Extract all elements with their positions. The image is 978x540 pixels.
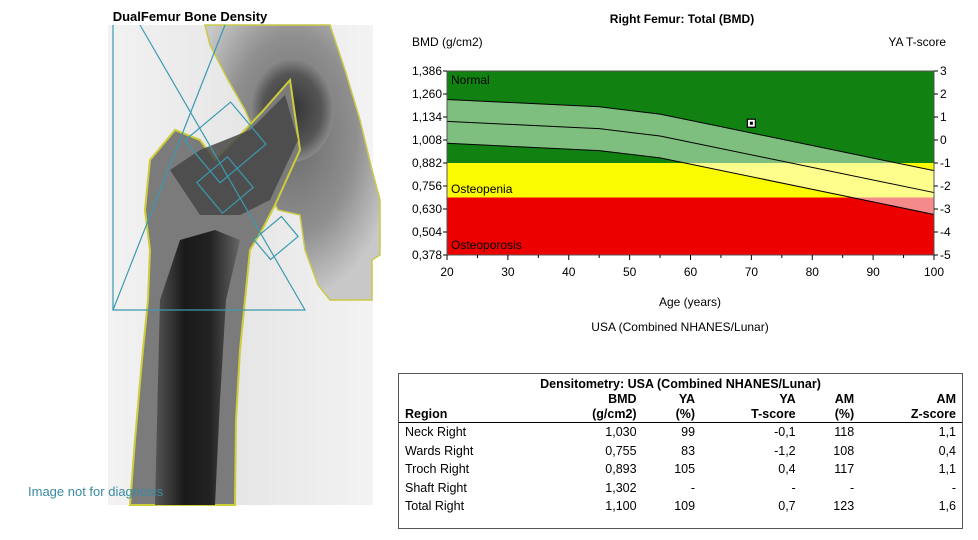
y2-tick-label: -2 xyxy=(940,179,951,193)
table-cell: 118 xyxy=(834,425,855,439)
x-tick-label: 50 xyxy=(623,265,637,279)
x-tick-label: 90 xyxy=(866,265,880,279)
table-cell: - xyxy=(690,480,696,495)
x-axis-label: Age (years) xyxy=(659,295,721,309)
femur-shaft xyxy=(155,230,240,505)
table-cell: -1,2 xyxy=(774,443,796,458)
table-cell: - xyxy=(849,480,855,495)
x-tick-label: 70 xyxy=(745,265,759,279)
table-row: Neck Right 1,030 99 -0,1 118 1,1 xyxy=(399,423,962,442)
reference-curve-1 xyxy=(446,120,935,194)
reference-curve-2 xyxy=(446,142,935,215)
y-tick-label: 0,882 xyxy=(412,156,442,170)
region-name: Wards Right xyxy=(405,443,474,458)
table-cell: - xyxy=(791,480,796,495)
table-cell: 0,4 xyxy=(938,443,956,458)
reference-band-osteopenia xyxy=(684,163,934,198)
reference-curve-0 xyxy=(446,98,935,172)
reference-band-normal xyxy=(447,99,897,163)
zone-osteoporosis xyxy=(447,197,934,255)
y-axis-label: BMD (g/cm2) xyxy=(412,35,483,49)
column-header: Z-score xyxy=(860,407,962,423)
y-tick-label: 0,756 xyxy=(412,179,442,193)
femur-scan-image xyxy=(0,0,400,535)
y-tick-label: 0,630 xyxy=(412,202,442,216)
column-header: BMD xyxy=(608,392,637,406)
y2-tick-label: 1 xyxy=(940,110,947,124)
table-row: Troch Right 0,893 105 0,4 117 1,1 xyxy=(399,460,962,479)
column-header: AM xyxy=(834,392,855,406)
column-header: T-score xyxy=(701,407,802,423)
x-tick-label: 40 xyxy=(562,265,576,279)
zone-osteoporosis-label: Osteoporosis xyxy=(451,238,522,252)
x-tick-label: 30 xyxy=(501,265,515,279)
region-name: Troch Right xyxy=(405,462,470,476)
y2-tick-label: 0 xyxy=(940,133,947,147)
x-tick-label: 60 xyxy=(684,265,698,279)
table-cell: 0,4 xyxy=(778,462,796,476)
y2-tick-label: -1 xyxy=(940,156,951,170)
region-name: Shaft Right xyxy=(405,480,467,495)
reference-population: USA (Combined NHANES/Lunar) xyxy=(591,320,768,334)
y2-tick-label: 3 xyxy=(940,64,947,78)
x-tick-label: 20 xyxy=(440,265,454,279)
table-cell: 109 xyxy=(674,499,696,513)
table-cell: 1,030 xyxy=(605,425,637,439)
table-cell: 1,1 xyxy=(938,425,956,439)
region-name: Neck Right xyxy=(405,425,467,439)
y-tick-label: 0,504 xyxy=(412,225,442,239)
table-cell: 0,755 xyxy=(605,443,637,458)
chart-title: Right Femur: Total (BMD) xyxy=(610,12,754,26)
x-tick-label: 100 xyxy=(924,265,944,279)
roi-overlay xyxy=(112,24,307,311)
table-cell: 99 xyxy=(681,425,696,439)
table-cell: 0,893 xyxy=(605,462,637,476)
y-tick-label: 1,008 xyxy=(412,133,442,147)
column-header: YA xyxy=(678,392,696,406)
y2-tick-label: -3 xyxy=(940,202,951,216)
table-row: Total Right 1,100 109 0,7 123 1,6 xyxy=(399,497,962,516)
column-header: Region xyxy=(399,407,543,423)
table-row: Wards Right 0,755 83 -1,2 108 0,4 xyxy=(399,442,962,461)
table-cell: 1,100 xyxy=(605,499,637,513)
x-tick-label: 80 xyxy=(806,265,820,279)
patient-marker-dot xyxy=(749,121,753,125)
table-cell: - xyxy=(951,480,956,495)
y2-tick-label: -4 xyxy=(940,225,951,239)
table-cell: 83 xyxy=(681,443,696,458)
scan-title: DualFemur Bone Density xyxy=(112,9,268,24)
y-tick-label: 0,378 xyxy=(412,248,442,262)
table-cell: 108 xyxy=(833,443,855,458)
table-caption: Densitometry: USA (Combined NHANES/Lunar… xyxy=(540,377,821,391)
column-header: (%) xyxy=(642,407,702,423)
femur-neck xyxy=(170,95,298,215)
bmd-reference-chart: Right Femur: Total (BMD) BMD (g/cm2) YA … xyxy=(412,12,951,334)
y2-tick-label: -5 xyxy=(940,248,951,262)
y-tick-label: 1,260 xyxy=(412,87,442,101)
region-name: Total Right xyxy=(405,499,465,513)
table-cell: -0,1 xyxy=(774,425,796,439)
table-cell: 123 xyxy=(833,499,855,513)
y2-axis-label: YA T-score xyxy=(888,35,946,49)
diagnosis-disclaimer: Image not for diagnosis xyxy=(28,484,164,499)
column-header: YA xyxy=(779,392,796,406)
column-header: (g/cm2) xyxy=(542,407,643,423)
y2-tick-label: 2 xyxy=(940,87,947,101)
table-cell: 117 xyxy=(834,462,855,476)
column-header: AM xyxy=(936,392,956,406)
column-header xyxy=(399,392,542,407)
table-row: Shaft Right 1,302 - - - - xyxy=(399,479,962,498)
y-tick-label: 1,386 xyxy=(412,64,442,78)
column-header: (%) xyxy=(801,407,861,423)
y-tick-label: 1,134 xyxy=(412,110,442,124)
zone-osteopenia-label: Osteopenia xyxy=(451,182,513,196)
table-cell: 1,6 xyxy=(938,499,956,513)
table-cell: 105 xyxy=(674,462,696,476)
table-cell: 0,7 xyxy=(778,499,796,513)
table-cell: 1,302 xyxy=(605,480,637,495)
table-cell: 1,1 xyxy=(938,462,956,476)
densitometry-table: Densitometry: USA (Combined NHANES/Lunar… xyxy=(398,373,963,529)
zone-normal-label: Normal xyxy=(451,73,490,87)
